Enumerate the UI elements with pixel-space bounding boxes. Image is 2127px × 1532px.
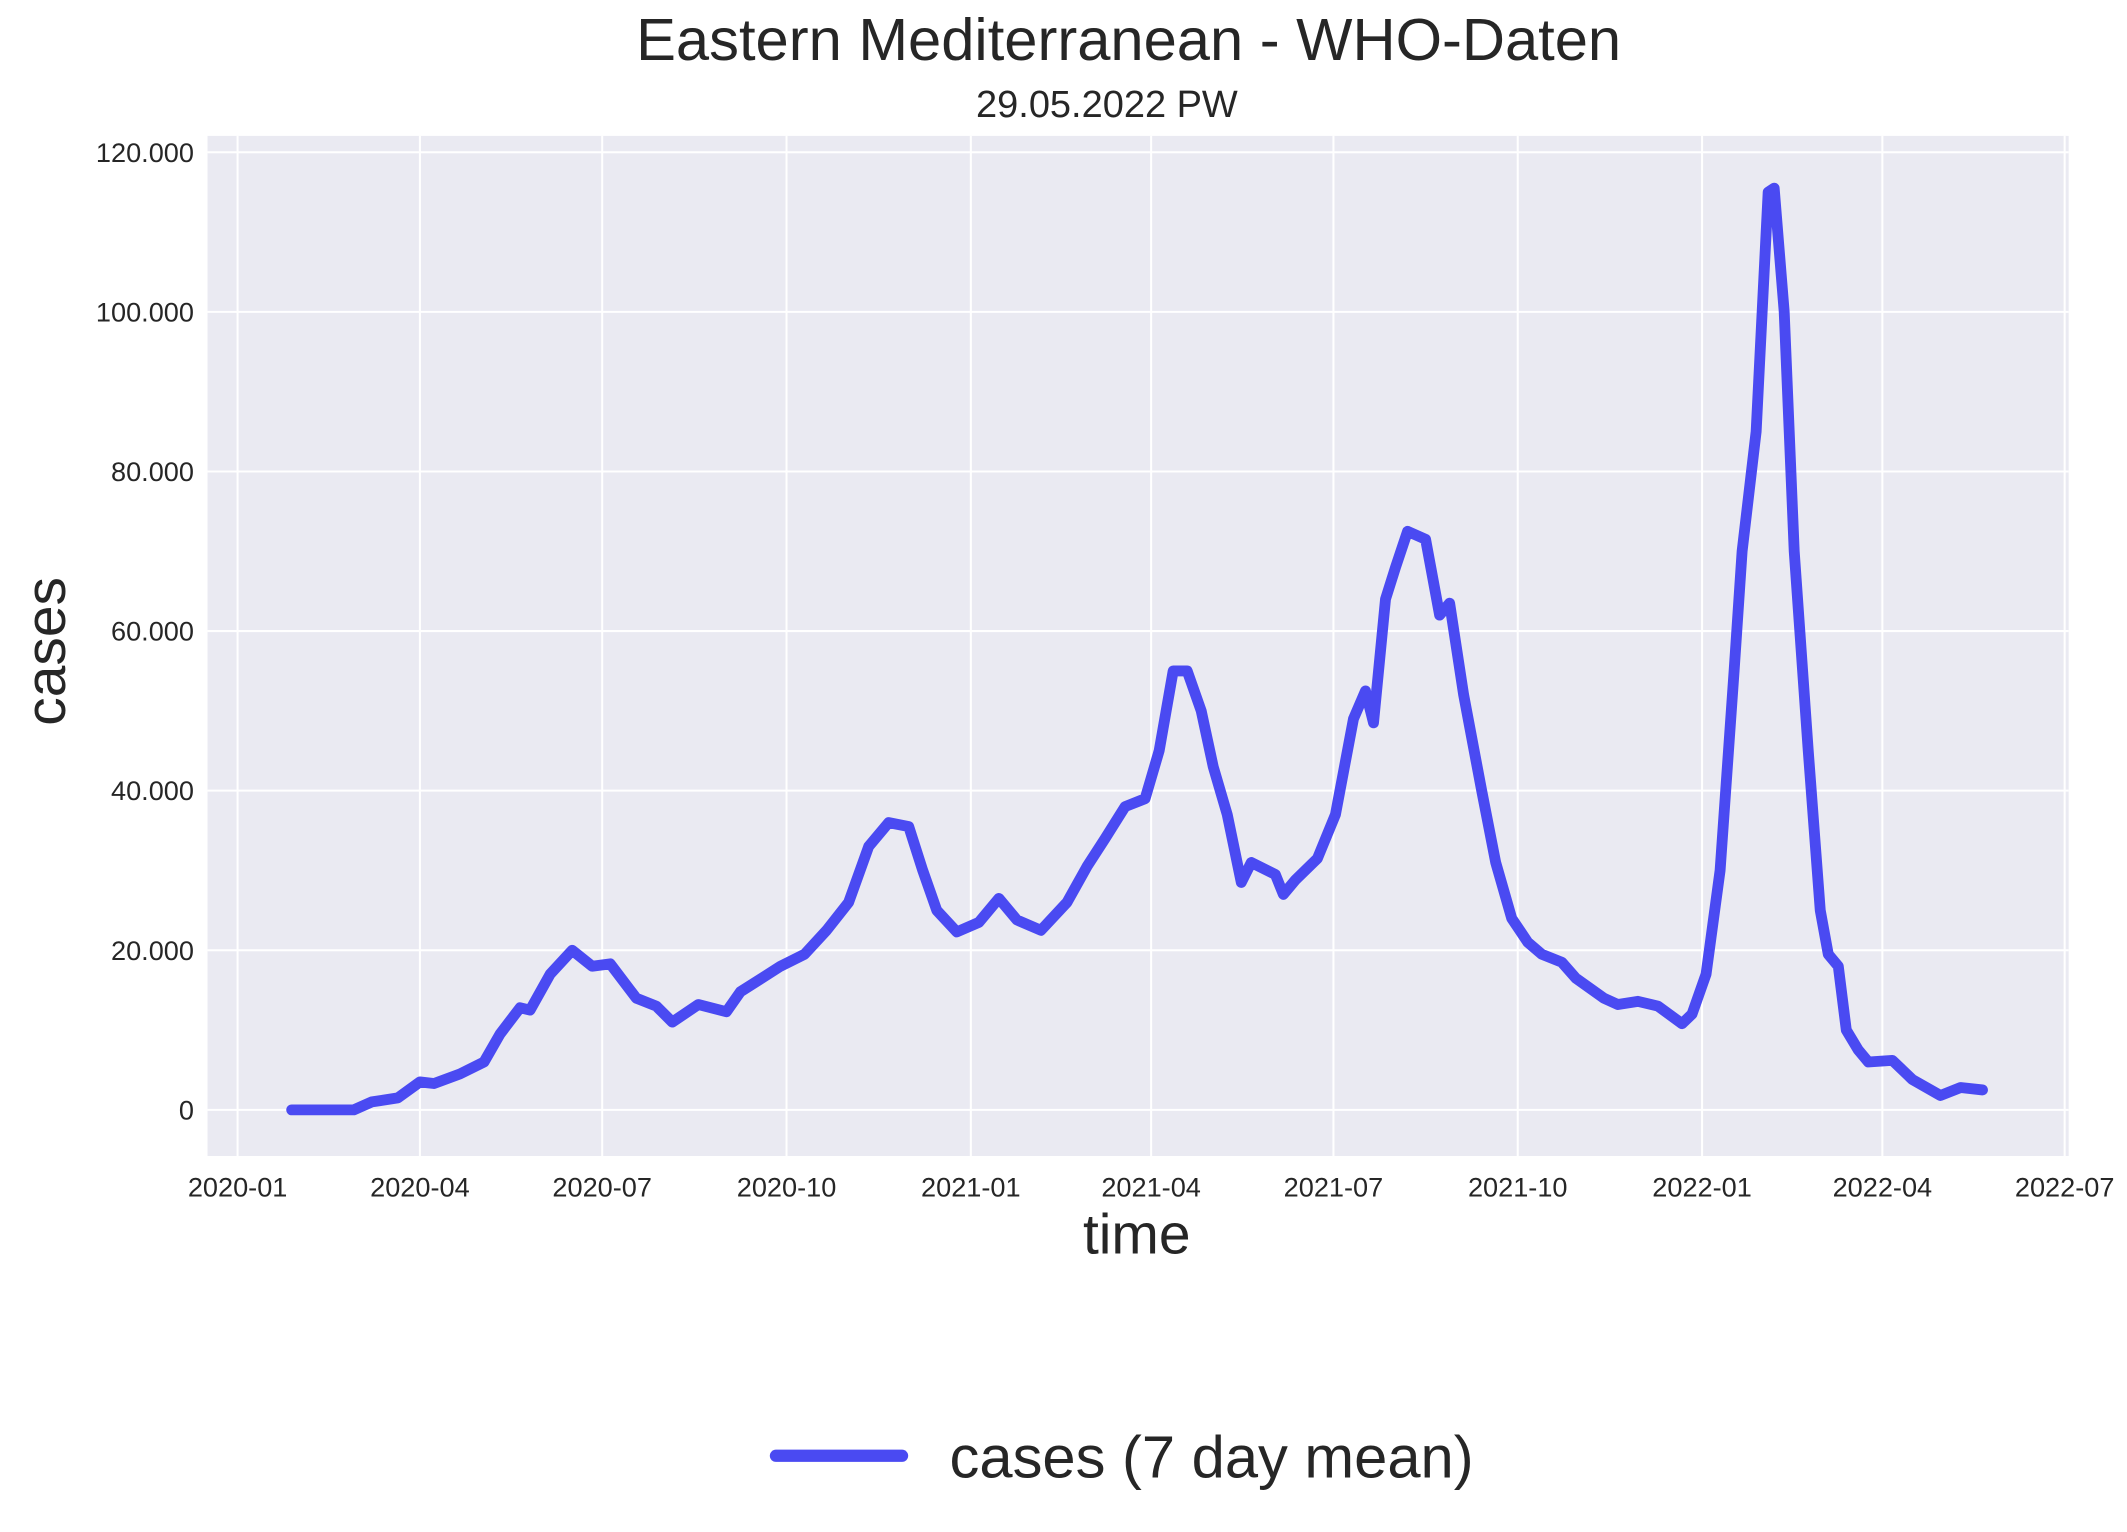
x-tick-label: 2020-01: [188, 1172, 288, 1203]
x-tick-label: 2022-07: [2015, 1172, 2115, 1203]
legend-label: cases (7 day mean): [950, 1423, 1474, 1490]
x-tick-label: 2022-01: [1652, 1172, 1752, 1203]
x-tick-label: 2022-04: [1833, 1172, 1933, 1203]
data-line: [286, 182, 1988, 1116]
y-tick-label: 0: [179, 1094, 194, 1125]
x-tick-label: 2020-10: [737, 1172, 837, 1203]
y-tick-label: 60.000: [111, 616, 194, 647]
y-tick-label: 80.000: [111, 456, 194, 487]
x-tick-label: 2020-04: [370, 1172, 470, 1203]
x-tick-label: 2020-07: [552, 1172, 652, 1203]
x-tick-label: 2021-04: [1101, 1172, 1201, 1203]
plot-area: [207, 135, 2069, 1156]
x-axis-label: time: [1083, 1203, 1191, 1267]
y-tick-label: 20.000: [111, 935, 194, 966]
y-tick-label: 40.000: [111, 775, 194, 806]
x-tick-label: 2021-07: [1284, 1172, 1384, 1203]
x-tick-label: 2021-01: [921, 1172, 1021, 1203]
y-axis-label: cases: [14, 577, 78, 726]
chart-title: Eastern Mediterranean - WHO-Daten: [636, 6, 1621, 73]
x-tick-label: 2021-10: [1468, 1172, 1568, 1203]
chart-subtitle: 29.05.2022 PW: [976, 84, 1238, 126]
y-tick-label: 100.000: [96, 296, 194, 327]
y-tick-label: 120.000: [96, 137, 194, 168]
